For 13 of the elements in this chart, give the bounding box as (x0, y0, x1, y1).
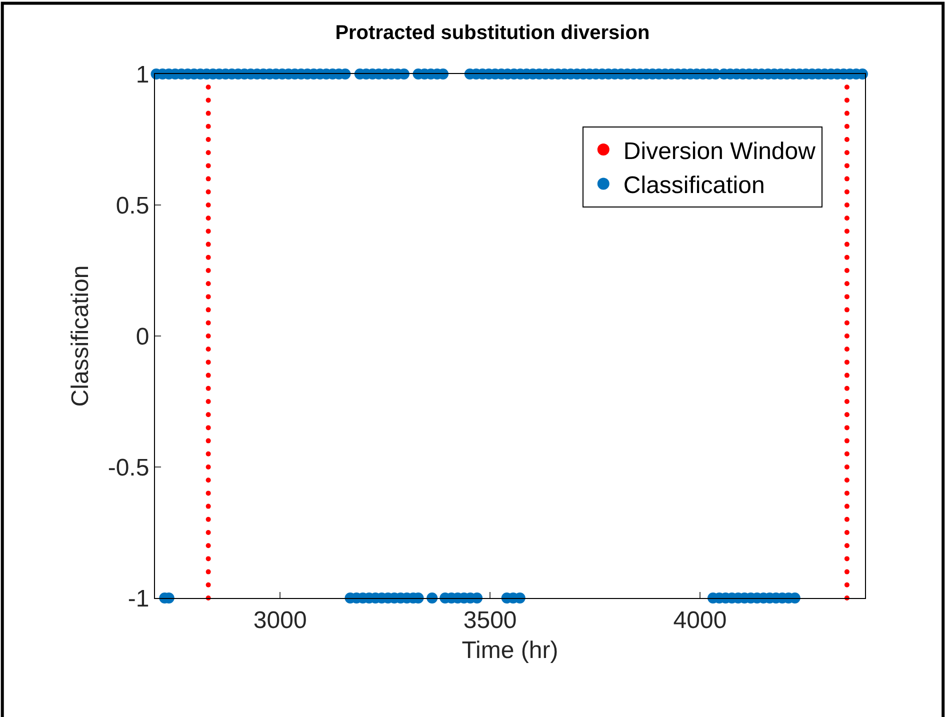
x-tick-label: 3000 (253, 606, 307, 634)
legend-label: Classification (623, 172, 765, 200)
x-axis-title: Time (hr) (462, 637, 558, 664)
chart-title: Protracted substitution diversion (335, 22, 650, 44)
legend-label: Diversion Window (623, 138, 816, 165)
y-tick-label: 0 (136, 323, 150, 350)
y-tick-label: 1 (136, 61, 150, 88)
y-tick-label: -1 (128, 585, 150, 612)
x-tick-label: 3500 (463, 606, 517, 634)
y-axis-title: Classification (66, 265, 94, 407)
x-tick-label: 4000 (673, 606, 727, 634)
y-tick-label: 0.5 (116, 192, 150, 220)
y-tick-label: -0.5 (108, 454, 150, 482)
